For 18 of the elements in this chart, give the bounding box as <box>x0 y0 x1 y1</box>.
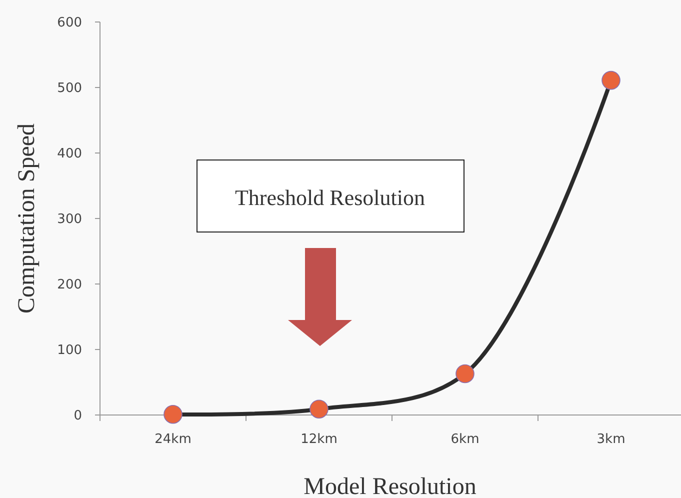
point <box>310 400 328 419</box>
point <box>602 70 620 90</box>
point <box>164 404 182 424</box>
y-tick-label: 300 <box>57 212 82 228</box>
y-tick-label: 600 <box>57 16 82 31</box>
y-tick-label: 100 <box>57 343 82 358</box>
y-tick-label: 400 <box>57 146 82 162</box>
annotation: Threshold Resolution <box>234 185 426 210</box>
y-tick-label: 200 <box>57 278 82 293</box>
x-axis-title: Model Resolution <box>304 474 476 498</box>
y-axis-title: Computation Speed <box>14 124 40 314</box>
x-tick-label: 12km <box>300 432 338 447</box>
y-tick-label: 500 <box>57 81 82 96</box>
y-tick-label: 0 <box>74 408 82 424</box>
x-tick-label: 6km <box>450 432 480 447</box>
x-tick-label: 3km <box>596 432 626 447</box>
x-tick-label: 24km <box>154 432 192 447</box>
point <box>456 364 474 384</box>
